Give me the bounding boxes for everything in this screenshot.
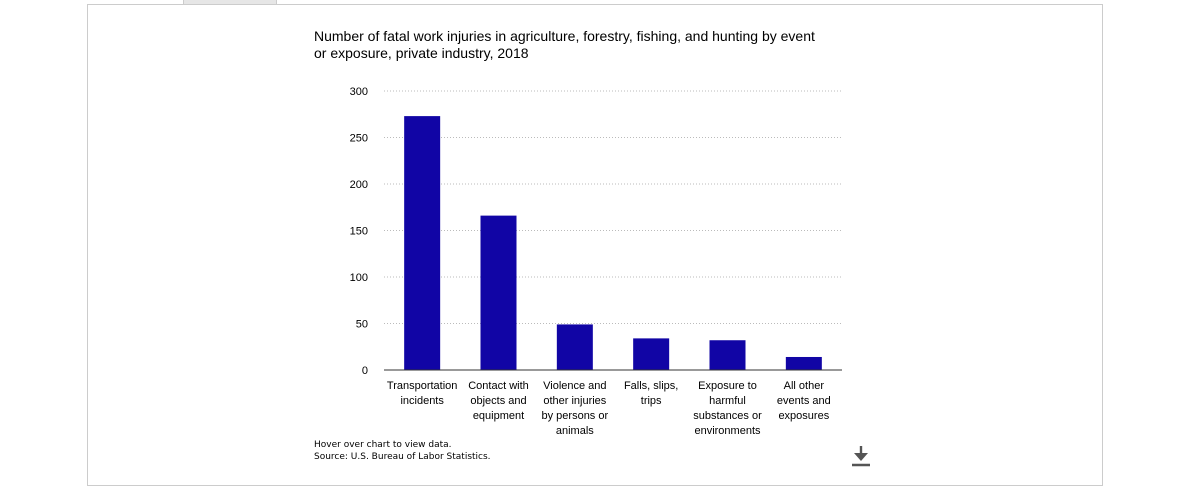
bars[interactable] (404, 116, 822, 370)
hover-note: Hover over chart to view data. (314, 440, 452, 450)
bar-chart[interactable]: 0 50 100 150 200 250 300 Transportation inciden… (0, 0, 1192, 470)
x-tick-label: Falls, slips, trips (624, 380, 678, 407)
footnotes: Hover over chart to view data. Source: U… (314, 439, 491, 463)
y-tick-label: 0 (362, 365, 368, 377)
bar[interactable] (480, 215, 517, 370)
y-tick-label: 150 (350, 226, 368, 238)
source-note: Source: U.S. Bureau of Labor Statistics. (314, 452, 491, 462)
bar[interactable] (633, 338, 670, 370)
x-tick-label: All other events and exposures (777, 380, 831, 422)
bar[interactable] (556, 324, 593, 370)
x-tick-label: Contact with objects and equipment (468, 380, 529, 422)
download-button[interactable] (848, 443, 874, 469)
chart-title-line: Number of fatal work injuries in agricul… (314, 28, 815, 44)
y-tick-label: 250 (350, 133, 368, 145)
x-tick-label: Exposure to harmful substances or environme… (693, 380, 762, 437)
bar[interactable] (709, 340, 746, 370)
gridlines (384, 90, 842, 324)
x-tick-label: Violence and other injuries by persons or a… (542, 380, 609, 437)
chart-title: Number of fatal work injuries in agricul… (314, 28, 834, 62)
bar[interactable] (785, 356, 822, 370)
chart-title-line: or exposure, private industry, 2018 (314, 45, 529, 61)
y-tick-label: 50 (356, 319, 368, 331)
y-tick-label: 300 (350, 86, 368, 98)
x-axis-labels: Transportation incidents Contact with objec… (387, 380, 831, 437)
download-icon (852, 446, 870, 467)
y-tick-label: 200 (350, 179, 368, 191)
bar[interactable] (404, 116, 441, 370)
y-tick-label: 100 (350, 272, 368, 284)
x-tick-label: Transportation incidents (387, 380, 458, 407)
y-axis-ticks: 0 50 100 150 200 250 300 (350, 86, 368, 377)
